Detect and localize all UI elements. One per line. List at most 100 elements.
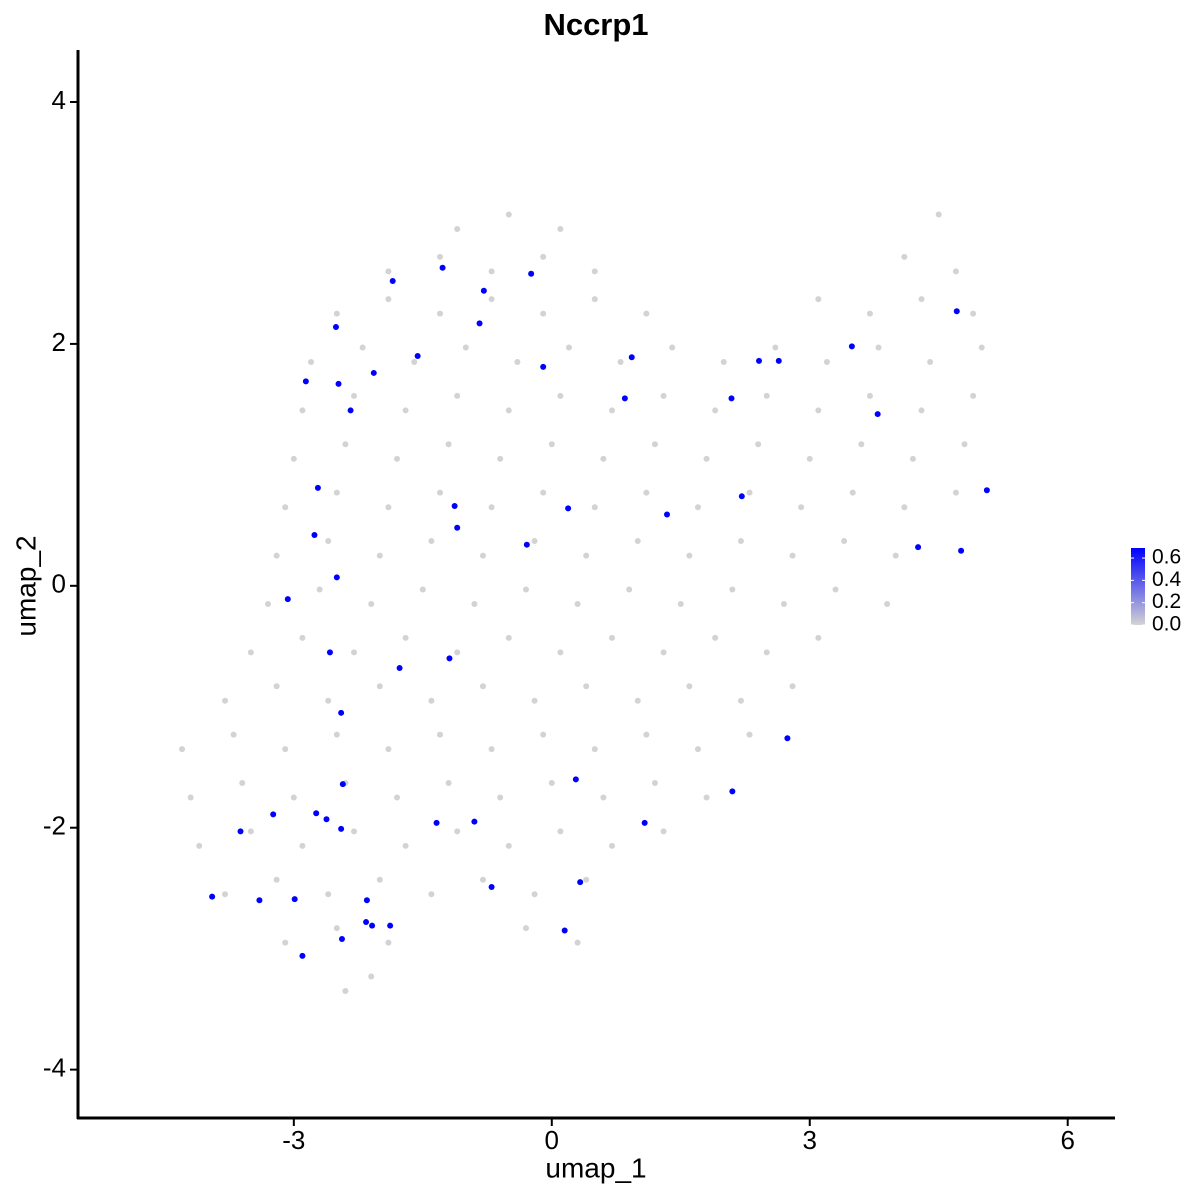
point: [815, 407, 822, 414]
point: [540, 731, 547, 738]
point: [342, 441, 349, 448]
colorbar-label: 0.6: [1152, 546, 1181, 569]
point: [302, 378, 309, 385]
point: [273, 683, 280, 690]
point: [540, 310, 547, 317]
point: [505, 634, 512, 641]
point: [720, 359, 727, 366]
point: [428, 891, 435, 898]
point: [230, 731, 237, 738]
point: [308, 359, 315, 366]
point: [290, 455, 297, 462]
point: [273, 552, 280, 559]
point: [634, 538, 641, 545]
point: [970, 392, 977, 399]
point: [522, 925, 529, 932]
point: [265, 600, 272, 607]
point: [694, 746, 701, 753]
point: [363, 919, 370, 926]
point: [402, 842, 409, 849]
point: [591, 504, 598, 511]
point: [291, 896, 298, 903]
point: [660, 828, 667, 835]
point: [626, 586, 633, 593]
point: [333, 574, 340, 581]
point: [849, 489, 856, 496]
point: [439, 264, 446, 271]
point: [600, 455, 607, 462]
point: [728, 395, 735, 402]
point: [389, 278, 396, 285]
point: [338, 935, 345, 942]
point: [789, 552, 796, 559]
point: [237, 828, 244, 835]
point: [608, 407, 615, 414]
point: [703, 455, 710, 462]
point: [454, 828, 461, 835]
point: [396, 665, 403, 672]
point: [323, 816, 330, 823]
point: [565, 505, 572, 512]
point: [282, 504, 289, 511]
point: [557, 828, 564, 835]
point: [952, 489, 959, 496]
point: [471, 600, 478, 607]
y-tick-label: 4: [52, 85, 66, 115]
point: [290, 794, 297, 801]
point: [359, 344, 366, 351]
point: [798, 504, 805, 511]
point: [385, 268, 392, 275]
point: [376, 876, 383, 883]
point: [686, 552, 693, 559]
point: [983, 487, 990, 494]
point: [884, 600, 891, 607]
point: [775, 357, 782, 364]
point: [505, 842, 512, 849]
point: [488, 504, 495, 511]
point: [196, 842, 203, 849]
point: [376, 552, 383, 559]
point: [583, 683, 590, 690]
point: [488, 296, 495, 303]
point: [339, 781, 346, 788]
point: [351, 828, 358, 835]
point: [841, 538, 848, 545]
point: [729, 586, 736, 593]
point: [746, 731, 753, 738]
point: [694, 504, 701, 511]
point: [505, 407, 512, 414]
point: [574, 600, 581, 607]
point: [729, 788, 736, 795]
point: [454, 649, 461, 656]
x-axis-label: umap_1: [545, 1152, 646, 1183]
point: [333, 489, 340, 496]
point: [763, 392, 770, 399]
y-tick-label: -4: [43, 1052, 66, 1082]
point: [875, 344, 882, 351]
points: [179, 211, 990, 995]
point: [445, 441, 452, 448]
point: [299, 634, 306, 641]
point: [874, 411, 881, 418]
point: [643, 310, 650, 317]
point: [712, 407, 719, 414]
point: [284, 596, 291, 603]
point: [858, 441, 865, 448]
point: [325, 891, 332, 898]
point: [577, 879, 584, 886]
point: [866, 310, 873, 317]
point: [664, 511, 671, 518]
point: [738, 493, 745, 500]
point: [823, 359, 830, 366]
point: [561, 927, 568, 934]
x-tick-label: 3: [803, 1125, 817, 1155]
point: [445, 779, 452, 786]
point: [643, 489, 650, 496]
point: [583, 876, 590, 883]
point: [634, 697, 641, 704]
point: [686, 683, 693, 690]
point: [479, 552, 486, 559]
point: [756, 357, 763, 364]
point: [351, 649, 358, 656]
point: [961, 441, 968, 448]
